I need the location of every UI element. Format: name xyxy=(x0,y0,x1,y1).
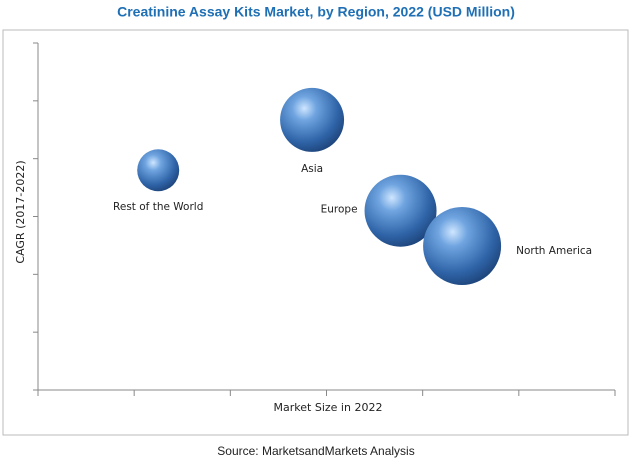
bubble xyxy=(423,206,502,285)
bubble xyxy=(280,87,345,152)
x-axis-label: Market Size in 2022 xyxy=(274,401,383,414)
bubble-label: Asia xyxy=(301,163,323,175)
bubble-label: Rest of the World xyxy=(113,201,203,213)
chart-title: Creatinine Assay Kits Market, by Region,… xyxy=(117,4,515,20)
source: Source: MarketsandMarkets Analysis xyxy=(217,444,414,458)
chart-border xyxy=(2,29,629,436)
bubble xyxy=(137,149,180,192)
bubble-label: North America xyxy=(516,245,592,257)
bubble xyxy=(364,174,437,247)
y-axis-label: CAGR (2017-2022) xyxy=(14,160,27,263)
bubble-label: Europe xyxy=(321,204,358,216)
